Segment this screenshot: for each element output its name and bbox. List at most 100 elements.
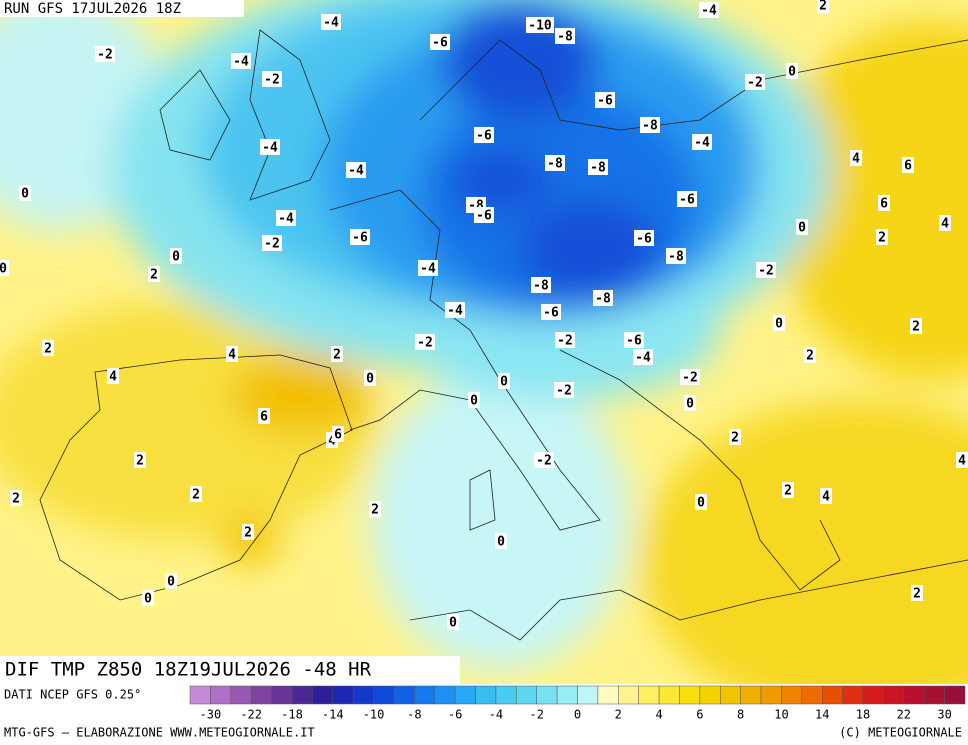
colorbar-swatch (760, 685, 782, 705)
contour-label-box (876, 229, 888, 245)
run-label: RUN GFS 17JUL2026 18Z (4, 1, 181, 17)
contour-label-box (332, 426, 344, 442)
colorbar-tick-label: 0 (574, 708, 581, 722)
colorbar-tick-label: -18 (281, 708, 303, 722)
contour-label-box (190, 486, 202, 502)
contour-label-box (276, 210, 296, 226)
contour-label: -8 (533, 279, 549, 294)
colorbar-swatch (903, 685, 925, 705)
colorbar-tick-label: -10 (363, 708, 385, 722)
contour-label: 0 (21, 187, 29, 202)
contour-label-box (695, 494, 707, 510)
colorbar-swatch (821, 685, 843, 705)
contour-label-box (498, 373, 510, 389)
contour-label-box (850, 150, 862, 166)
contour-label-box (699, 2, 719, 18)
contour-label: 4 (852, 152, 860, 167)
temperature-field (0, 0, 968, 684)
contour-label: -2 (97, 48, 113, 63)
contour-label-box (231, 53, 251, 69)
contour-label-box (364, 370, 376, 386)
contour-label: -2 (556, 384, 572, 399)
colorbar-swatch (556, 685, 578, 705)
colorbar-swatch (781, 685, 803, 705)
colorbar-tick-label: -30 (200, 708, 222, 722)
map-title: DIF TMP Z850 18Z19JUL2026 -48 HR (5, 659, 372, 681)
contour-label-box (692, 134, 712, 150)
contour-label-box (902, 157, 914, 173)
colorbar-swatch (332, 685, 354, 705)
contour-label-box (684, 395, 696, 411)
colorbar-tick-label: -22 (240, 708, 262, 722)
contour-label-box (773, 315, 785, 331)
contour-label: -8 (590, 161, 606, 176)
contour-label: -2 (682, 371, 698, 386)
contour-label: 2 (806, 349, 814, 364)
contour-label-box (474, 207, 494, 223)
contour-label-box (786, 63, 798, 79)
contour-label-box (729, 429, 741, 445)
colorbar-swatch (454, 685, 476, 705)
colorbar-tick-label: 30 (937, 708, 951, 722)
colorbar-swatch (495, 685, 517, 705)
colorbar-tick-label: 6 (696, 708, 703, 722)
contour-label: 6 (260, 410, 268, 425)
colorbar-swatch (842, 685, 864, 705)
coastlines (39, 29, 968, 641)
colorbar: -30 -22 -18 -14 -10 -8 -6 -4 -2 0 2 4 6 8 10 14 18 22 30 (189, 685, 966, 722)
contour-label-box (10, 490, 22, 506)
contour-label-box (346, 162, 366, 178)
contour-label-box (350, 229, 370, 245)
contour-label-box (0, 260, 9, 276)
contour-label: 6 (334, 428, 342, 443)
contour-label: 0 (366, 372, 374, 387)
contour-label: 0 (167, 575, 175, 590)
colorbar-swatch (516, 685, 537, 705)
copyright-label: (C) METEOGIORNALE (839, 726, 962, 740)
contour-label-box (595, 92, 615, 108)
source-label: DATI NCEP GFS 0.25° (4, 688, 141, 702)
contour-label: -8 (595, 292, 611, 307)
colorbar-swatch (230, 685, 252, 705)
colorbar-swatch (210, 685, 232, 705)
contour-label: -2 (758, 264, 774, 279)
contour-label: 0 (172, 250, 180, 265)
contour-label-box (956, 452, 968, 468)
contour-label-box (134, 452, 146, 468)
contour-label-box (555, 332, 575, 348)
contour-label-box (262, 235, 282, 251)
contour-label-box (260, 139, 280, 155)
colorbar-swatch (434, 685, 456, 705)
colorbar-swatch (883, 685, 905, 705)
contour-label-box (624, 332, 644, 348)
colorbar-swatch (740, 685, 762, 705)
contour-label-box (680, 369, 700, 385)
colorbar-swatch (923, 685, 945, 705)
contour-label: 2 (136, 454, 144, 469)
contour-label-box (447, 614, 459, 630)
contour-label-box (226, 346, 238, 362)
contour-label: 4 (941, 217, 949, 232)
contour-label: 0 (697, 496, 705, 511)
contour-label: 0 (144, 592, 152, 607)
contour-label-box (911, 585, 923, 601)
contour-label-box (633, 349, 653, 365)
colorbar-swatch (536, 685, 558, 705)
contour-label: -6 (636, 232, 652, 247)
contour-label: -2 (557, 334, 573, 349)
contour-label-box (939, 215, 951, 231)
contour-label: 2 (819, 0, 827, 14)
colorbar-tick-label: 2 (615, 708, 622, 722)
contour-label-box (142, 590, 154, 606)
contour-label-box (782, 482, 794, 498)
contour-label: -4 (447, 304, 463, 319)
contour-label: -6 (476, 209, 492, 224)
contour-label: 2 (913, 587, 921, 602)
contour-label-box (555, 28, 575, 44)
contour-label-box (677, 191, 697, 207)
contour-label: 2 (192, 488, 200, 503)
contour-label: -4 (323, 16, 339, 31)
footer-title-box (0, 656, 460, 684)
colorbar-swatch (699, 685, 721, 705)
